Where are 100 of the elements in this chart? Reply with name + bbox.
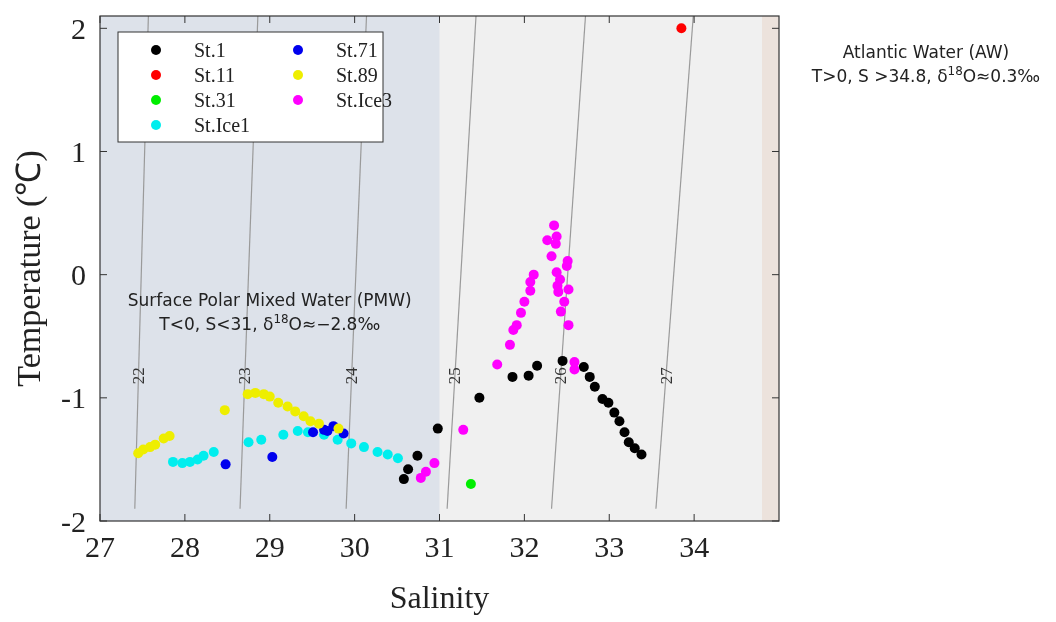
point [546,251,557,262]
x-tick-label: 27 [85,530,115,563]
point [563,320,574,331]
point [382,449,393,460]
legend-label: St.71 [336,39,378,61]
point [412,450,423,461]
point [515,307,526,318]
legend-label: St.11 [194,64,235,86]
point [636,449,647,460]
point [525,277,536,288]
point [559,296,570,307]
text: 24 [342,366,362,385]
y-tick-label: 1 [71,134,86,168]
point [313,418,324,429]
legend-label: St.89 [336,64,378,86]
point [458,424,469,435]
point [465,479,476,490]
point [555,306,566,317]
text: 27 [656,366,676,385]
y-tick-label: -1 [61,381,86,415]
x-tick-label: 30 [339,530,370,563]
point [346,438,357,449]
point [167,456,178,467]
point [578,362,589,373]
point [305,416,316,427]
y-tick-label: -2 [61,504,86,538]
y-tick-label: 2 [71,11,86,45]
text: 23 [235,367,255,385]
point [474,392,485,403]
point [292,426,303,437]
point [542,235,553,246]
x-tick-label: 28 [169,530,200,563]
point [523,370,534,381]
point [333,423,344,434]
x-tick-label: 34 [679,530,710,563]
point [398,474,409,485]
point [519,296,530,307]
point [332,434,343,445]
point [504,339,515,350]
point [432,423,443,434]
legend-label: St.1 [194,39,226,61]
point [550,238,561,249]
point [492,359,503,370]
point [264,391,275,402]
text: 22 [128,367,148,385]
x-tick-label: 33 [594,530,625,563]
point [392,453,403,464]
point [623,437,634,448]
x-tick-label: 32 [509,530,540,563]
point [415,472,426,483]
y-tick-label: 0 [71,258,86,292]
point [609,407,620,418]
point [358,442,369,453]
point [150,439,161,450]
text: 25 [445,367,465,385]
point [528,269,539,280]
point [198,450,209,461]
legend-label: St.Ice3 [336,89,393,111]
point [629,443,640,454]
legend-label: St.31 [194,89,236,111]
point [308,427,319,438]
point [164,431,175,442]
point [278,429,289,440]
point [290,406,301,417]
point [603,397,614,408]
point [551,267,562,278]
point [584,371,595,382]
band-label: Surface Polar Mixed Water (PMW) T<0, S<31, δ$^{18}$O≈−2.8‰ [127,290,412,334]
point [273,397,284,408]
point [243,437,254,448]
point [403,464,414,475]
point [282,401,293,412]
point [220,459,231,470]
point [589,381,600,392]
point [614,416,625,427]
point [549,220,560,231]
point [563,284,574,295]
point [619,427,630,438]
point [429,458,440,469]
point [298,411,309,422]
point [525,285,536,296]
point [267,451,278,462]
point [184,456,195,467]
point [511,320,522,331]
point [507,371,518,382]
point [256,434,267,445]
y-axis-title: Temperature (℃) [10,150,48,387]
legend-label: St.Ice1 [194,114,251,136]
point [372,447,383,458]
band-label: Atlantic Water (AW) T>0, S >34.8, δ$^{18}$O≈0.3‰ [810,42,1041,86]
x-tick-label: 29 [254,530,285,563]
point [557,355,568,366]
text: 26 [551,367,571,385]
point [676,23,687,34]
point [250,387,261,398]
x-tick-label: 31 [424,530,455,563]
x-axis-title: Salinity [389,579,490,615]
point [420,466,431,477]
point [219,405,230,416]
point [208,447,219,458]
